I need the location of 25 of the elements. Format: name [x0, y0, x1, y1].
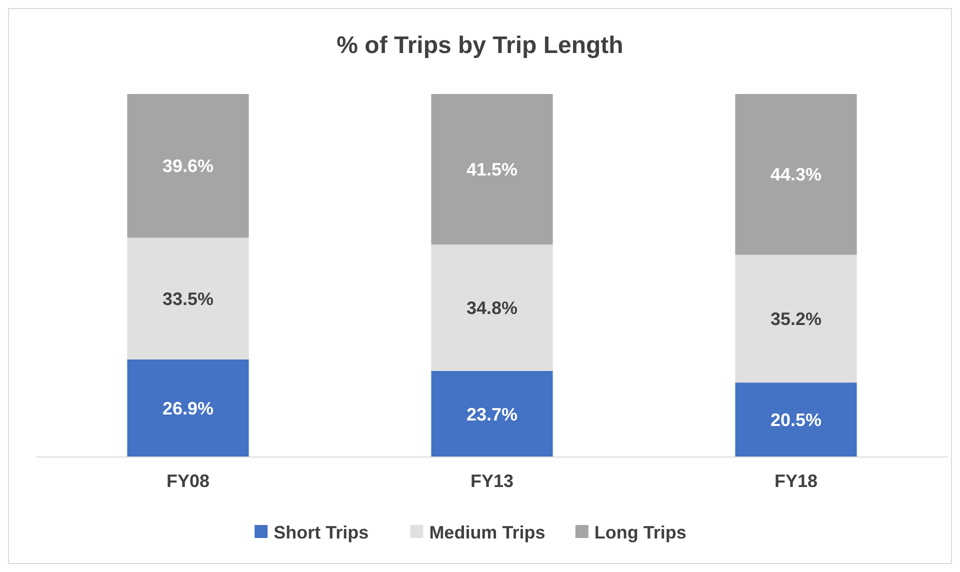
chart-title: % of Trips by Trip Length: [336, 32, 624, 59]
bar: [127, 238, 249, 360]
bar: [431, 94, 553, 245]
data-label: 23.7%: [466, 404, 518, 424]
data-label: 34.8%: [466, 298, 518, 318]
data-label: 44.3%: [770, 164, 822, 185]
bar: [735, 254, 857, 383]
data-label: 39.6%: [162, 156, 214, 176]
bar: [735, 382, 857, 457]
data-label: 20.5%: [770, 410, 822, 430]
bar: [431, 370, 553, 457]
data-label: 26.9%: [162, 398, 214, 418]
legend-label: Short Trips: [274, 522, 369, 542]
bar: [127, 359, 249, 457]
bar: [735, 94, 857, 255]
legend-label: Medium Trips: [429, 522, 546, 542]
bar: [431, 244, 553, 371]
legend-label: Long Trips: [594, 522, 686, 542]
x-tick-label: FY13: [470, 471, 514, 491]
data-label: 35.2%: [770, 308, 822, 329]
bar: [127, 94, 249, 238]
x-tick-label: FY18: [774, 471, 818, 491]
data-label: 41.5%: [466, 160, 518, 180]
x-tick-label: FY08: [166, 471, 210, 491]
data-label: 33.5%: [162, 288, 214, 309]
